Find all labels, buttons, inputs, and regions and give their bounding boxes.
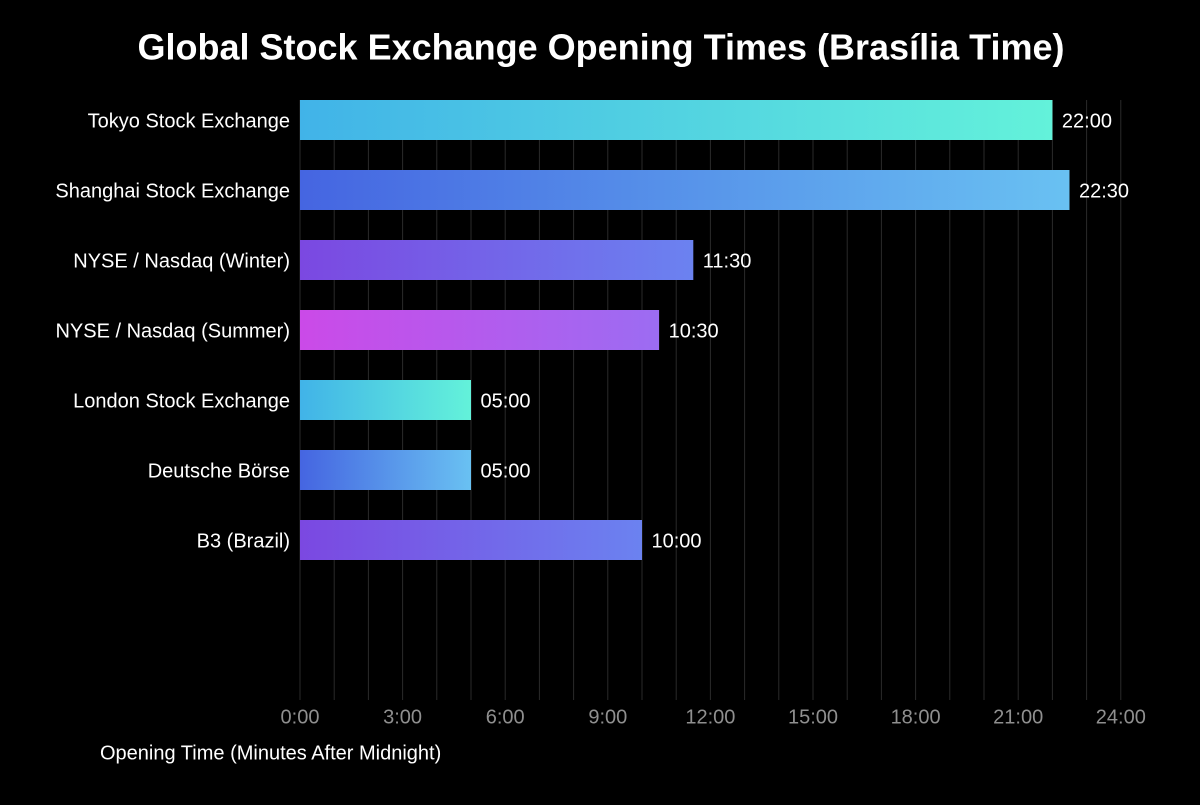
svg-text:22:00: 22:00 xyxy=(1062,111,1112,133)
svg-text:24:00: 24:00 xyxy=(1096,707,1146,729)
svg-text:Shanghai Stock Exchange: Shanghai Stock Exchange xyxy=(55,181,290,203)
svg-text:9:00: 9:00 xyxy=(588,707,627,729)
svg-text:Deutsche Börse: Deutsche Börse xyxy=(148,461,290,483)
svg-text:NYSE / Nasdaq (Summer): NYSE / Nasdaq (Summer) xyxy=(55,321,290,343)
svg-text:B3 (Brazil): B3 (Brazil) xyxy=(197,531,290,553)
svg-text:15:00: 15:00 xyxy=(788,707,838,729)
svg-text:11:30: 11:30 xyxy=(703,251,752,273)
svg-text:3:00: 3:00 xyxy=(383,707,422,729)
svg-text:21:00: 21:00 xyxy=(993,707,1043,729)
svg-text:London Stock Exchange: London Stock Exchange xyxy=(73,391,290,413)
svg-text:0:00: 0:00 xyxy=(281,707,320,729)
svg-text:18:00: 18:00 xyxy=(891,707,941,729)
svg-text:05:00: 05:00 xyxy=(481,461,531,483)
svg-text:10:00: 10:00 xyxy=(652,531,702,553)
svg-text:05:00: 05:00 xyxy=(481,391,531,413)
svg-text:6:00: 6:00 xyxy=(486,707,525,729)
svg-text:10:30: 10:30 xyxy=(669,321,719,343)
svg-text:Tokyo Stock Exchange: Tokyo Stock Exchange xyxy=(88,111,290,133)
svg-text:22:30: 22:30 xyxy=(1079,181,1129,203)
svg-text:Global Stock Exchange Opening: Global Stock Exchange Opening Times (Bra… xyxy=(138,27,1065,68)
svg-text:Opening Time (Minutes After Mi: Opening Time (Minutes After Midnight) xyxy=(100,743,441,765)
svg-text:NYSE / Nasdaq (Winter): NYSE / Nasdaq (Winter) xyxy=(73,251,290,273)
svg-text:12:00: 12:00 xyxy=(685,707,735,729)
